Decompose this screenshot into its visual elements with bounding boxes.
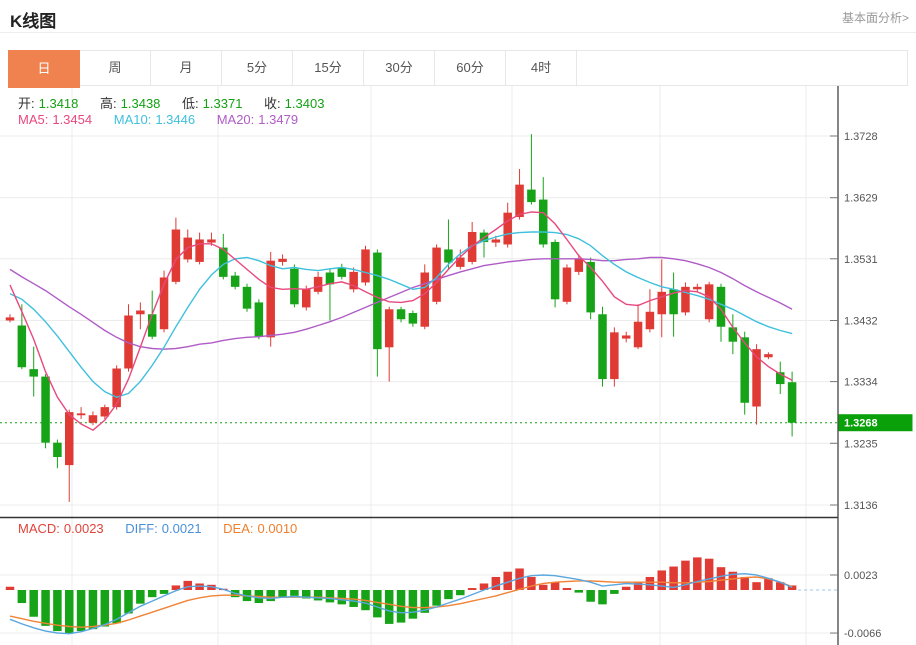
grid-lines — [0, 86, 838, 645]
diff-label: DIFF: — [125, 521, 158, 536]
tab-5min[interactable]: 5分 — [222, 51, 293, 85]
chart-frame — [0, 86, 839, 645]
page-title: K线图 — [10, 12, 57, 31]
dea-line — [9, 576, 793, 628]
header: K线图 基本面分析> — [0, 0, 916, 33]
dea-label: DEA: — [223, 521, 254, 536]
dea-value: 0.0010 — [257, 521, 298, 536]
tab-4hour[interactable]: 4时 — [506, 51, 577, 85]
close-label: 收: — [264, 96, 281, 111]
svg-text:1.3334: 1.3334 — [844, 377, 878, 389]
ohlc-legend: 开: 1.3418 高: 1.3438 低: 1.3371 收: 1.3403 — [18, 93, 342, 112]
high-label: 高: — [100, 96, 117, 111]
ma5-line — [9, 211, 793, 432]
high-value: 1.3438 — [120, 96, 161, 111]
tab-15min[interactable]: 15分 — [293, 51, 364, 85]
macd-axis: 0.0023 -0.0066 — [830, 570, 881, 640]
ma5-label: MA5: — [18, 112, 49, 127]
macd-legend: MACD: 0.0023 DIFF: 0.0021 DEA: 0.0010 — [18, 521, 315, 536]
ma10-line — [9, 231, 793, 398]
tab-30min[interactable]: 30分 — [364, 51, 435, 85]
ma10-value: 1.3446 — [155, 112, 196, 127]
candle-series[interactable] — [5, 134, 797, 502]
macd-value: 0.0023 — [63, 521, 104, 536]
tab-monthly[interactable]: 月 — [151, 51, 222, 85]
svg-text:1.3235: 1.3235 — [844, 438, 878, 450]
svg-text:1.3268: 1.3268 — [844, 418, 878, 430]
low-value: 1.3371 — [202, 96, 243, 111]
open-value: 1.3418 — [38, 96, 79, 111]
close-value: 1.3403 — [284, 96, 325, 111]
ma20-label: MA20: — [216, 112, 255, 127]
diff-line — [9, 572, 793, 635]
ma-legend: MA5: 1.3454 MA10: 1.3446 MA20: 1.3479 — [18, 112, 316, 127]
svg-text:1.3531: 1.3531 — [844, 254, 878, 266]
interval-tabbar: 日 周 月 5分 15分 30分 60分 4时 — [8, 50, 908, 88]
svg-text:-0.0066: -0.0066 — [844, 628, 881, 640]
fundamental-analysis-link[interactable]: 基本面分析> — [841, 11, 909, 25]
svg-text:1.3728: 1.3728 — [844, 131, 878, 143]
tab-weekly[interactable]: 周 — [80, 51, 151, 85]
macd-label: MACD: — [18, 521, 60, 536]
ma10-label: MA10: — [113, 112, 152, 127]
low-label: 低: — [182, 96, 199, 111]
macd-histogram[interactable] — [5, 557, 797, 634]
last-price-badge: 1.3268 — [838, 414, 913, 432]
svg-text:1.3432: 1.3432 — [844, 316, 878, 328]
ma20-value: 1.3479 — [258, 112, 299, 127]
svg-text:1.3629: 1.3629 — [844, 193, 878, 205]
tab-60min[interactable]: 60分 — [435, 51, 506, 85]
open-label: 开: — [18, 96, 35, 111]
svg-text:1.3136: 1.3136 — [844, 500, 878, 512]
tab-daily[interactable]: 日 — [8, 50, 80, 88]
price-axis: 1.3728 1.3629 1.3531 1.3432 1.3334 1.3235 1.31… — [830, 131, 878, 512]
svg-text:0.0023: 0.0023 — [844, 570, 878, 582]
diff-value: 0.0021 — [161, 521, 202, 536]
ma5-value: 1.3454 — [52, 112, 93, 127]
